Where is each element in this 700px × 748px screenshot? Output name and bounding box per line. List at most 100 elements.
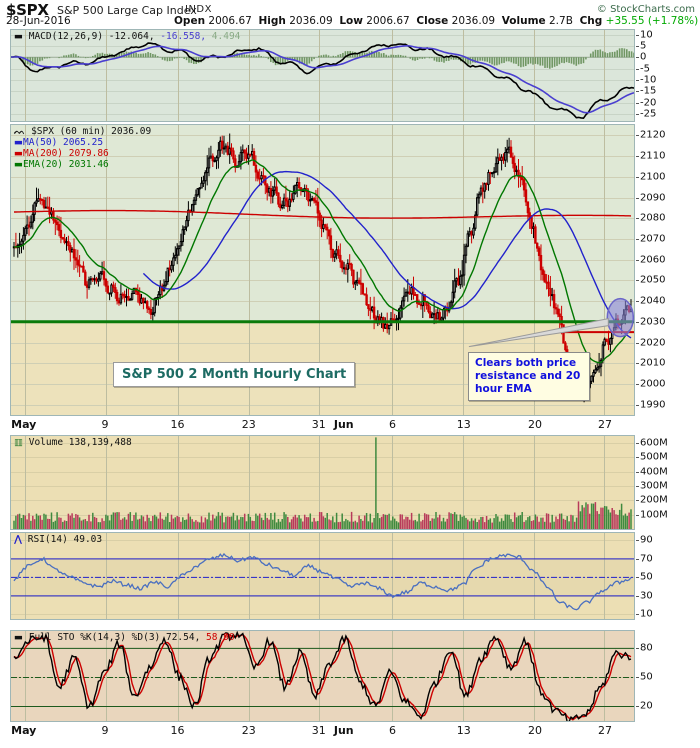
x-axis-tick-label: 31 bbox=[311, 418, 326, 431]
ema20-swatch: ▬ bbox=[14, 159, 23, 170]
axis-tick-mark bbox=[636, 135, 639, 137]
axis-tick-mark bbox=[636, 577, 639, 579]
axis-tick-label: 50 bbox=[640, 571, 653, 583]
axis-tick-label: 2000 bbox=[640, 378, 666, 390]
axis-tick-label: 2030 bbox=[640, 316, 666, 328]
price-x-axis: May 9 16 23 31 Jun 6 13 20 27 bbox=[10, 418, 635, 434]
axis-tick-label: 2050 bbox=[640, 274, 666, 286]
rsi-line-swatch: ⋀ bbox=[14, 534, 23, 545]
rsi-legend-text: RSI(14) 49.03 bbox=[27, 534, 103, 545]
macd-legend-main: MACD(12,26,9) -12.064, bbox=[28, 31, 155, 42]
axis-tick-mark bbox=[636, 500, 639, 502]
symbol-exchange: INDX bbox=[185, 4, 212, 15]
x-axis-tick-label: 6 bbox=[389, 724, 396, 737]
chg-label: Chg bbox=[579, 15, 603, 27]
axis-tick-mark bbox=[636, 321, 639, 323]
x-axis-tick-label: May bbox=[11, 724, 37, 737]
axis-tick-mark bbox=[636, 342, 639, 344]
close-label: Close bbox=[416, 15, 449, 27]
close-value: 2036.09 bbox=[451, 15, 496, 27]
rsi-plot bbox=[11, 533, 634, 619]
axis-tick-label: -25 bbox=[640, 108, 657, 120]
price-legend: ᨓ $SPX (60 min) 2036.09 ▬MA(50) 2065.25 … bbox=[14, 126, 151, 170]
axis-tick-mark bbox=[636, 706, 639, 708]
quote-bar: 28-Jun-2016 Open 2006.67 High 2036.09 Lo… bbox=[6, 15, 700, 28]
axis-tick-label: 50 bbox=[640, 671, 653, 683]
axis-tick-label: 10 bbox=[640, 29, 653, 41]
axis-tick-mark bbox=[636, 614, 639, 616]
axis-tick-mark bbox=[636, 457, 639, 459]
callout-annotation: Clears both price resistance and 20 hour… bbox=[468, 352, 590, 401]
axis-tick-label: 80 bbox=[640, 642, 653, 654]
x-axis-tick-label: 27 bbox=[598, 418, 612, 431]
axis-tick-label: 30 bbox=[640, 590, 653, 602]
axis-tick-label: 70 bbox=[640, 553, 653, 565]
axis-tick-mark bbox=[636, 156, 639, 158]
sto-x-axis: May 9 16 23 31 Jun 6 13 20 27 bbox=[10, 724, 635, 740]
axis-tick-label: 1990 bbox=[640, 399, 666, 411]
axis-tick-label: 2090 bbox=[640, 192, 666, 203]
volume-value: 2.7B bbox=[549, 15, 573, 27]
macd-panel: ▬ MACD(12,26,9) -12.064, -16.558, 4.494 bbox=[10, 29, 635, 122]
axis-tick-label: -5 bbox=[640, 63, 650, 75]
axis-tick-label: 2010 bbox=[640, 357, 666, 369]
price-y-axis: 2120 2110 2100 2090 2080 2070 2060 2050 2040 2030… bbox=[636, 124, 696, 416]
axis-tick-label: 300M bbox=[640, 480, 668, 492]
axis-tick-mark bbox=[636, 57, 639, 59]
low-label: Low bbox=[339, 15, 363, 27]
sto-plot bbox=[11, 631, 634, 721]
axis-tick-label: 2100 bbox=[640, 171, 666, 183]
axis-tick-mark bbox=[636, 91, 639, 93]
axis-tick-mark bbox=[636, 102, 639, 104]
chart-header: $SPX S&P 500 Large Cap Index INDX © Stoc… bbox=[0, 0, 700, 28]
axis-tick-mark bbox=[636, 80, 639, 82]
ma50-legend: MA(50) 2065.25 bbox=[22, 137, 104, 148]
ma200-legend: MA(200) 2079.86 bbox=[22, 148, 109, 159]
rsi-y-axis: 90 70 50 30 10 bbox=[636, 532, 696, 620]
ma50-swatch: ▬ bbox=[14, 137, 23, 148]
axis-tick-label: 2040 bbox=[640, 295, 666, 307]
axis-tick-label: 5 bbox=[640, 40, 647, 52]
x-axis-tick-label: May bbox=[11, 418, 37, 431]
sto-legend: ▬ Full STO %K(14,3) %D(3) 72.54, 58.90 bbox=[14, 632, 235, 643]
x-axis-tick-label: 31 bbox=[311, 724, 326, 737]
axis-tick-label: 200M bbox=[640, 494, 668, 506]
chart-title-annotation: S&P 500 2 Month Hourly Chart bbox=[113, 362, 356, 387]
stockcharts-credit: © StockCharts.com bbox=[596, 4, 695, 15]
macd-line-swatch: ▬ bbox=[14, 31, 23, 42]
x-axis-tick-label: 20 bbox=[528, 724, 542, 737]
x-axis-tick-label: Jun bbox=[333, 724, 354, 737]
axis-tick-mark bbox=[636, 540, 639, 542]
axis-tick-mark bbox=[636, 68, 639, 70]
x-axis-tick-label: 9 bbox=[101, 418, 109, 431]
axis-tick-label: 2080 bbox=[640, 212, 666, 224]
axis-tick-mark bbox=[636, 238, 639, 240]
axis-tick-label: 90 bbox=[640, 534, 653, 546]
macd-legend-hist: 4.494 bbox=[211, 31, 241, 42]
x-axis-tick-label: 20 bbox=[528, 418, 542, 431]
axis-tick-label: 2060 bbox=[640, 254, 666, 266]
sto-k-swatch: ▬ bbox=[14, 632, 23, 643]
axis-tick-mark bbox=[636, 595, 639, 597]
axis-tick-mark bbox=[636, 280, 639, 282]
sto-legend-main: Full STO %K(14,3) %D(3) 72.54, bbox=[28, 632, 201, 643]
axis-tick-label: 600M bbox=[640, 437, 668, 449]
axis-tick-label: 2110 bbox=[640, 150, 666, 162]
price-plot bbox=[11, 125, 634, 415]
axis-tick-mark bbox=[636, 514, 639, 516]
rsi-legend: ⋀ RSI(14) 49.03 bbox=[14, 534, 102, 545]
axis-tick-mark bbox=[636, 176, 639, 178]
ma200-swatch: ▬ bbox=[14, 148, 23, 159]
x-axis-tick-label: 9 bbox=[101, 724, 109, 737]
low-value: 2006.67 bbox=[366, 15, 410, 27]
macd-plot bbox=[11, 30, 634, 121]
axis-tick-label: -15 bbox=[640, 85, 657, 97]
axis-tick-mark bbox=[636, 218, 639, 220]
axis-tick-label: 20 bbox=[640, 700, 653, 712]
volume-panel: ▥ Volume 138,139,488 bbox=[10, 435, 635, 530]
x-axis-tick-label: 23 bbox=[241, 724, 256, 737]
ema20-legend: EMA(20) 2031.46 bbox=[22, 159, 109, 170]
symbol-name: S&P 500 Large Cap Index bbox=[57, 4, 197, 17]
candle-swatch: ᨓ bbox=[14, 126, 26, 137]
